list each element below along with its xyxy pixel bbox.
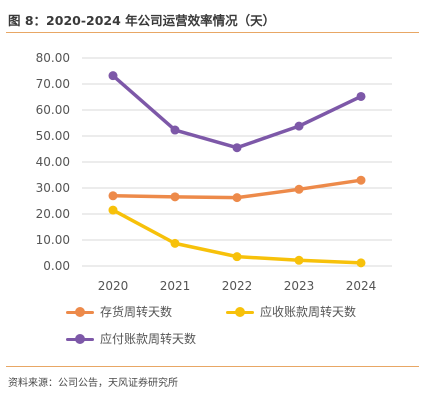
grid-lines [82,57,392,267]
data-point [170,192,180,202]
series-lines [108,71,366,268]
data-point [108,191,118,201]
x-tick-label: 2023 [284,279,315,293]
legend-swatch-payables [66,333,94,344]
legend-label-receivables: 应收账款周转天数 [260,305,357,319]
legend-label-inventory: 存货周转天数 [100,305,173,319]
series-2 [108,71,366,153]
legend-item-receivables: 应收账款周转天数 [226,303,356,320]
figure-title: 图 8：2020-2024 年公司运营效率情况（天） [8,13,276,28]
y-tick-label: 10.00 [36,233,70,247]
data-point [356,91,366,101]
data-point [294,184,304,194]
legend-item-inventory: 存货周转天数 [66,303,172,320]
y-tick-label: 70.00 [36,77,70,91]
y-axis-tick-labels: 0.00 10.00 20.00 30.00 40.00 50.00 60.00 70.00 8… [36,51,70,273]
y-tick-label: 80.00 [36,51,70,65]
data-point [294,255,304,265]
data-point [356,258,366,268]
data-point [232,252,242,262]
footer-divider [6,366,419,367]
y-tick-label: 0.00 [43,259,70,273]
legend-swatch-receivables [226,306,254,317]
y-tick-label: 40.00 [36,155,70,169]
data-point [108,205,118,215]
x-tick-label: 2022 [222,279,253,293]
data-point [356,175,366,185]
x-axis-tick-labels: 2020 2021 2022 2023 2024 [98,279,377,293]
data-point [108,71,118,81]
x-tick-label: 2021 [160,279,191,293]
legend-swatch-inventory [66,306,94,317]
y-tick-label: 30.00 [36,181,70,195]
data-point [232,143,242,153]
y-tick-label: 60.00 [36,103,70,117]
line-chart: 0.00 10.00 20.00 30.00 40.00 50.00 60.00 70.00 8… [36,51,392,293]
y-tick-label: 20.00 [36,207,70,221]
title-divider [6,32,419,33]
legend-item-payables: 应付账款周转天数 [66,330,196,347]
data-point [170,125,180,135]
series-1 [108,205,366,268]
data-point [170,238,180,248]
x-tick-label: 2024 [346,279,377,293]
y-tick-label: 50.00 [36,129,70,143]
data-point [294,121,304,131]
x-tick-label: 2020 [98,279,129,293]
series-line [111,73,363,150]
data-point [232,193,242,203]
legend-label-payables: 应付账款周转天数 [100,332,197,346]
source-note: 资料来源：公司公告，天风证券研究所 [8,378,178,389]
series-0 [108,175,366,203]
